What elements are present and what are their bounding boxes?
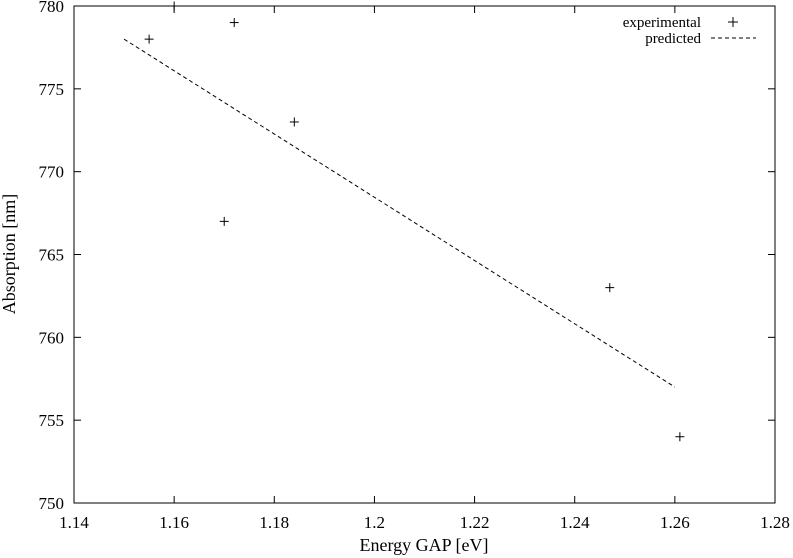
- y-tick-label: 770: [39, 163, 65, 182]
- experimental-point: [289, 117, 299, 127]
- x-tick-label: 1.18: [259, 513, 289, 532]
- x-axis-title: Energy GAP [eV]: [360, 535, 489, 555]
- x-tick-label: 1.26: [660, 513, 690, 532]
- experimental-point: [675, 432, 685, 442]
- y-tick-label: 760: [39, 328, 65, 347]
- plot-frame: [73, 5, 776, 504]
- y-tick-labels: 750 755 760 765 770 775 780: [39, 0, 65, 513]
- x-tick-label: 1.24: [560, 513, 590, 532]
- y-tick-label: 780: [39, 0, 65, 16]
- y-tick-label: 765: [39, 246, 65, 265]
- ticks: [73, 5, 776, 504]
- experimental-point: [605, 283, 615, 293]
- legend-label-experimental: experimental: [623, 15, 701, 31]
- x-tick-labels: 1.14 1.16 1.18 1.2 1.22 1.24 1.26 1.28: [59, 513, 790, 532]
- x-tick-label: 1.28: [760, 513, 790, 532]
- experimental-point: [169, 1, 179, 11]
- predicted-line: [123, 38, 676, 388]
- x-tick-label: 1.16: [159, 513, 189, 532]
- x-tick-label: 1.22: [460, 513, 490, 532]
- experimental-point: [229, 18, 239, 28]
- legend: experimental predicted: [623, 15, 756, 47]
- legend-marker-experimental: [728, 17, 738, 27]
- y-axis-title: Absorption [nm]: [0, 194, 19, 315]
- legend-label-predicted: predicted: [645, 31, 701, 47]
- series-layer: [123, 1, 685, 442]
- y-tick-label: 755: [39, 411, 65, 430]
- experimental-point: [219, 216, 229, 226]
- experimental-point: [144, 34, 154, 44]
- y-tick-label: 775: [39, 80, 65, 99]
- x-tick-label: 1.14: [59, 513, 89, 532]
- y-tick-label: 750: [39, 494, 65, 513]
- x-tick-label: 1.2: [364, 513, 385, 532]
